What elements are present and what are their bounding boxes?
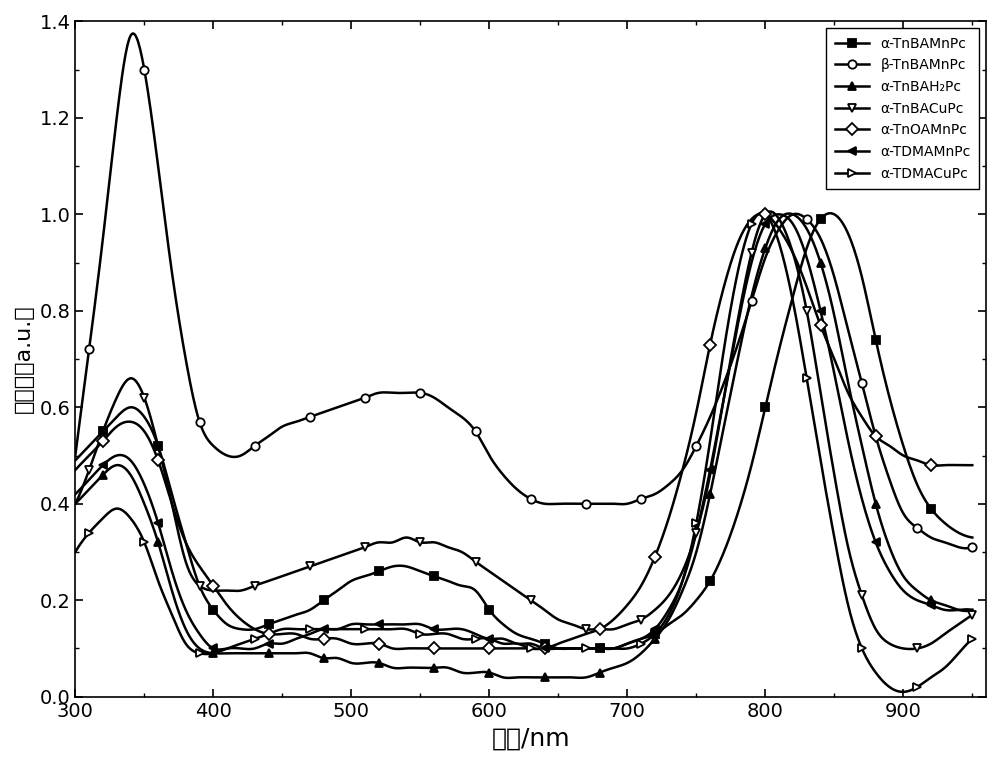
Y-axis label: 吸光度（a.u.）: 吸光度（a.u.） xyxy=(14,305,34,413)
X-axis label: 波长/nm: 波长/nm xyxy=(491,726,570,750)
Legend: α-TnBAMnPc, β-TnBAMnPc, α-TnBAH₂Pc, α-TnBACuPc, α-TnOAMnPc, α-TDMAMnPc, α-TDMACu: α-TnBAMnPc, β-TnBAMnPc, α-TnBAH₂Pc, α-Tn… xyxy=(826,28,979,189)
